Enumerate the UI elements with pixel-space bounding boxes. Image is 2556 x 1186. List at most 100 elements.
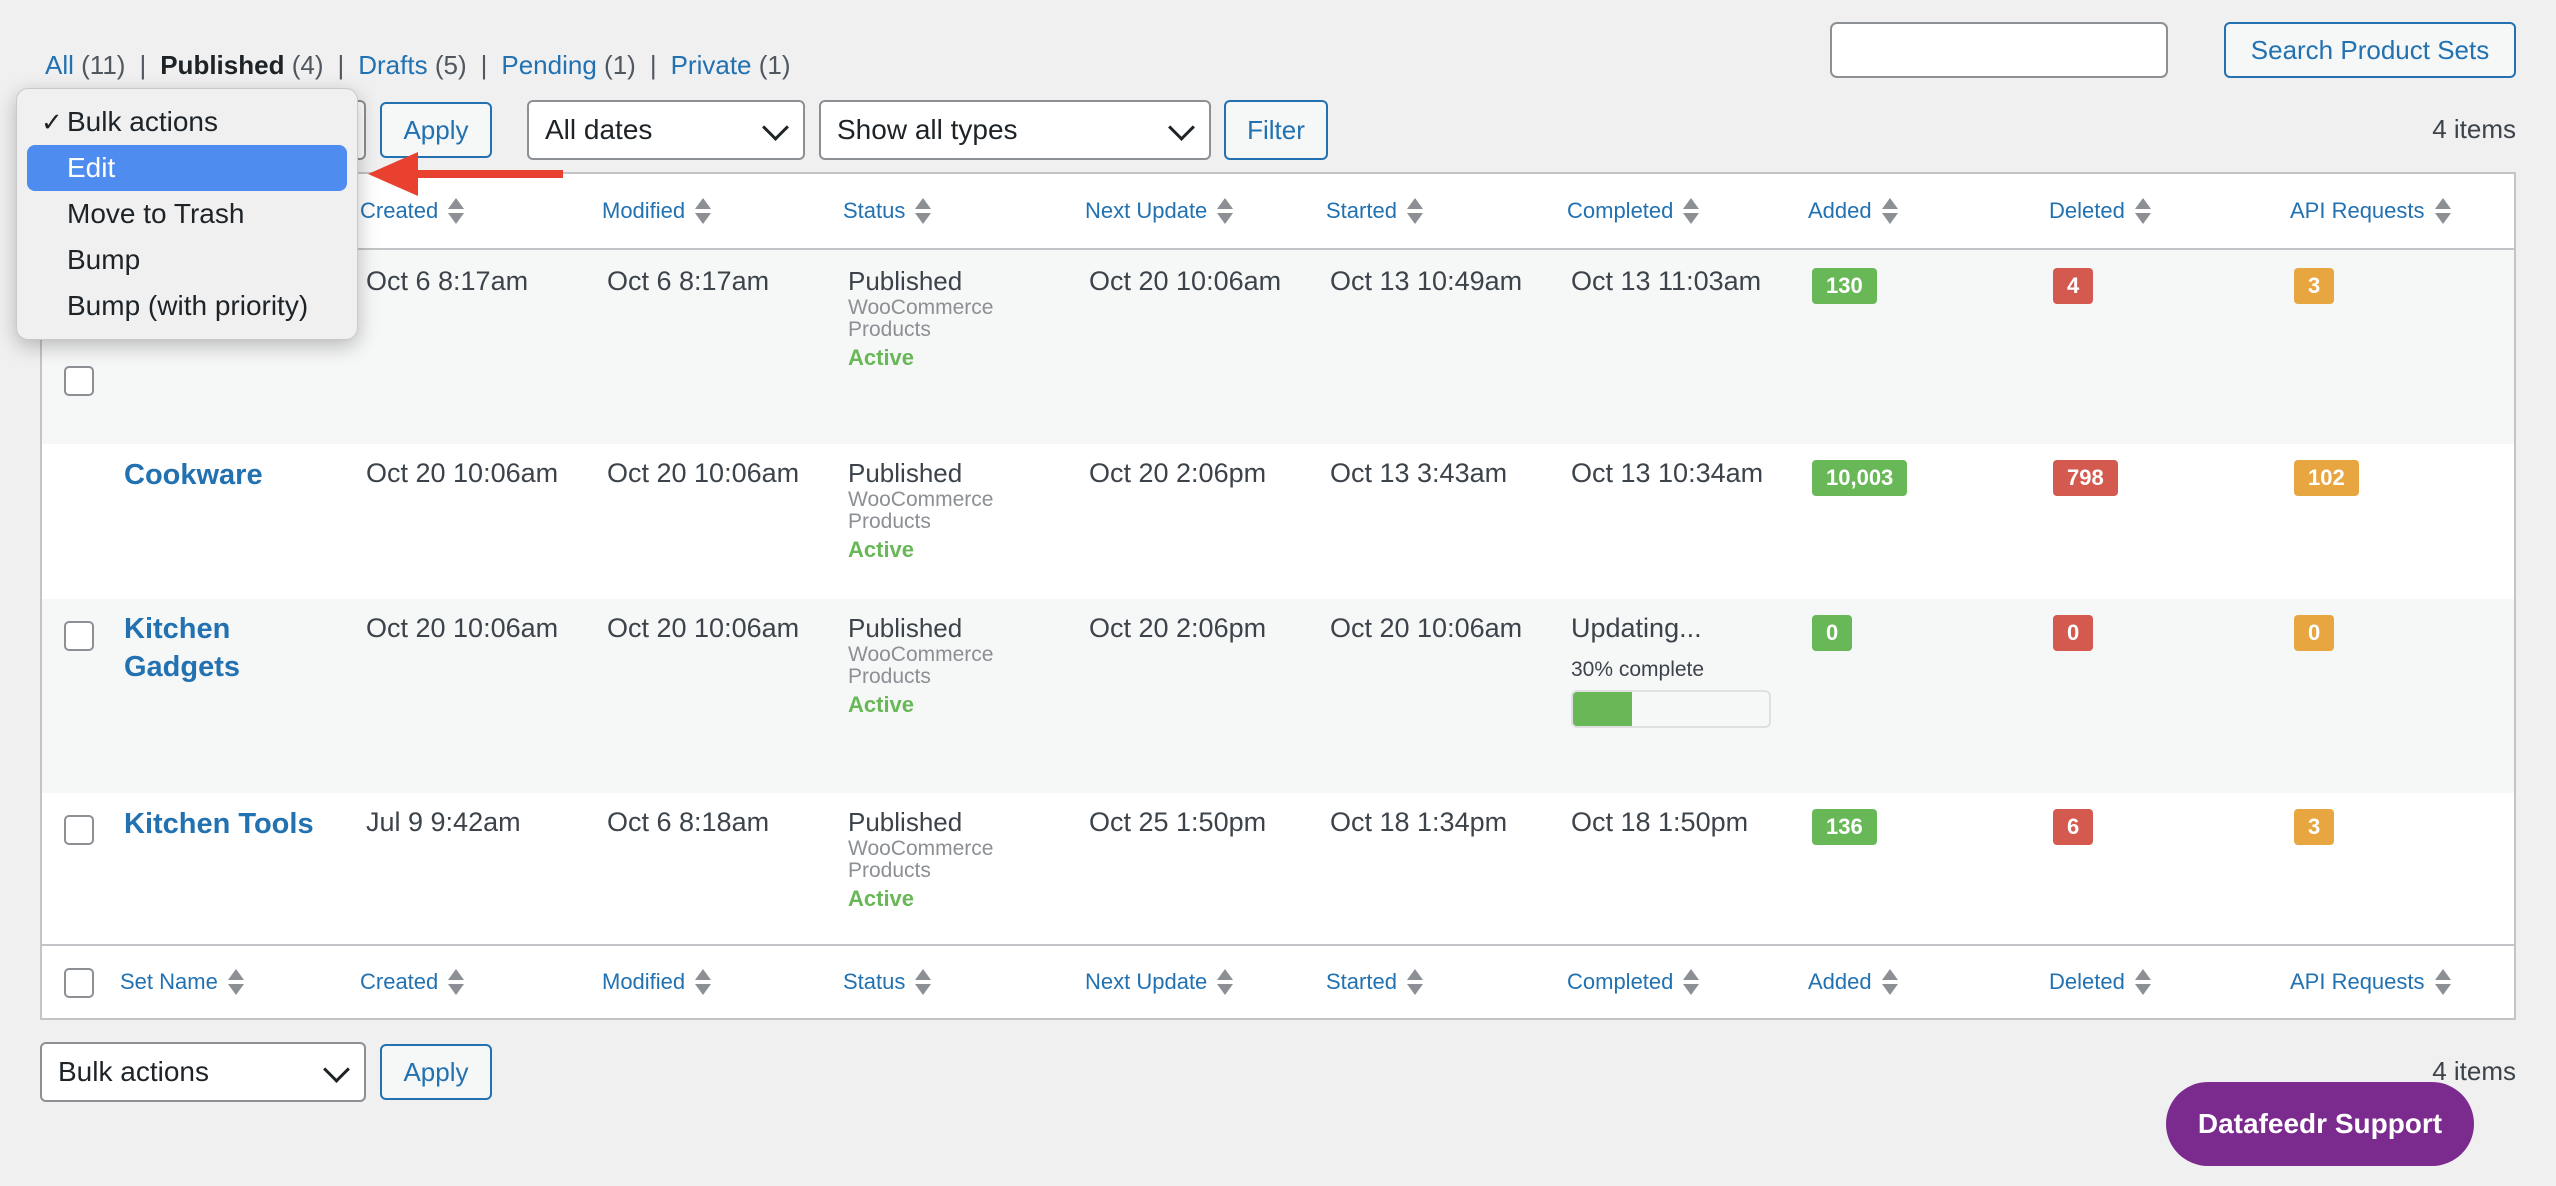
sort-icon — [1881, 196, 1898, 226]
api-requests-badge: 102 — [2294, 460, 2359, 496]
deleted-badge: 4 — [2053, 268, 2094, 304]
set-name-link[interactable]: Kitchen Tools — [124, 808, 314, 840]
created-cell: Jul 9 9:42am — [366, 807, 521, 837]
column-completed[interactable]: Completed — [1567, 946, 1700, 1018]
column-next-update[interactable]: Next Update — [1085, 174, 1234, 248]
filter-published[interactable]: Published — [160, 50, 284, 80]
menu-item-move-to-trash[interactable]: Move to Trash — [27, 191, 347, 237]
chevron-down-icon — [323, 1056, 350, 1083]
column-status[interactable]: Status — [843, 946, 932, 1018]
filter-pending-count: (1) — [604, 50, 636, 80]
sort-icon — [2134, 967, 2151, 997]
sort-icon — [2134, 196, 2151, 226]
menu-item-label: Move to Trash — [67, 198, 245, 229]
column-set-name[interactable]: Set Name — [120, 946, 244, 1018]
red-arrow-icon — [368, 152, 563, 196]
items-count-bottom: 4 items — [2432, 1056, 2516, 1086]
datafeedr-support-button[interactable]: Datafeedr Support — [2166, 1082, 2474, 1166]
column-completed[interactable]: Completed — [1567, 174, 1700, 248]
column-deleted[interactable]: Deleted — [2049, 946, 2151, 1018]
completed-cell: Oct 13 11:03am — [1571, 266, 1762, 296]
search-product-sets-button[interactable]: Search Product Sets — [2224, 22, 2516, 78]
filter-all[interactable]: All (11) — [45, 50, 125, 80]
modified-cell: Oct 20 10:06am — [607, 613, 800, 643]
column-started[interactable]: Started — [1326, 946, 1423, 1018]
apply-button-bottom[interactable]: Apply — [380, 1044, 492, 1100]
bulk-actions-select-bottom[interactable]: Bulk actions — [40, 1042, 366, 1102]
bulk-actions-value: Bulk actions — [58, 1056, 209, 1087]
dates-select-value: All dates — [545, 114, 653, 145]
filter-all-count: (11) — [81, 50, 126, 80]
chevron-down-icon — [1168, 114, 1195, 141]
column-modified[interactable]: Modified — [602, 946, 712, 1018]
separator: | — [139, 50, 147, 80]
filter-button[interactable]: Filter — [1224, 100, 1328, 160]
filter-drafts[interactable]: Drafts (5) — [358, 50, 466, 80]
api-requests-badge: 3 — [2294, 809, 2335, 845]
bulk-actions-menu: ✓ Bulk actions Edit Move to Trash Bump B… — [16, 88, 358, 340]
created-cell: Oct 20 10:06am — [366, 458, 559, 488]
column-added[interactable]: Added — [1808, 174, 1898, 248]
sort-icon — [448, 196, 465, 226]
status-cell: Published WooCommerce Products Active — [848, 266, 993, 371]
filter-pending[interactable]: Pending (1) — [501, 50, 635, 80]
started-cell: Oct 13 3:43am — [1330, 458, 1508, 488]
sort-icon — [2434, 967, 2451, 997]
menu-item-bump[interactable]: Bump — [27, 237, 347, 283]
column-api-requests[interactable]: API Requests — [2290, 946, 2451, 1018]
column-modified[interactable]: Modified — [602, 174, 712, 248]
column-created-label: Created — [360, 969, 439, 994]
filter-published-count: (4) — [291, 50, 324, 80]
status-label: Published — [848, 458, 963, 488]
sort-icon — [695, 967, 712, 997]
column-next-update[interactable]: Next Update — [1085, 946, 1234, 1018]
select-all-checkbox[interactable] — [64, 968, 94, 998]
menu-item-edit[interactable]: Edit — [27, 145, 347, 191]
sort-icon — [1683, 196, 1700, 226]
checkmark-icon: ✓ — [41, 106, 63, 137]
deleted-badge: 798 — [2053, 460, 2118, 496]
column-deleted[interactable]: Deleted — [2049, 174, 2151, 248]
row-checkbox[interactable] — [64, 815, 94, 845]
menu-item-label: Edit — [67, 152, 116, 183]
column-api-requests-label: API Requests — [2290, 198, 2425, 223]
column-added[interactable]: Added — [1808, 946, 1898, 1018]
separator: | — [337, 50, 345, 80]
sort-icon — [1683, 967, 1700, 997]
column-created-label: Created — [360, 198, 439, 223]
column-added-label: Added — [1808, 969, 1872, 994]
apply-button-top[interactable]: Apply — [380, 102, 492, 158]
menu-item-bulk-actions[interactable]: ✓ Bulk actions — [27, 99, 347, 145]
column-status-label: Status — [843, 969, 906, 994]
filter-private-count: (1) — [758, 50, 791, 80]
status-cell: Published WooCommerce Products Active — [848, 613, 993, 718]
sort-icon — [1406, 196, 1423, 226]
column-api-requests[interactable]: API Requests — [2290, 174, 2451, 248]
next-update-cell: Oct 20 10:06am — [1089, 266, 1282, 296]
column-created[interactable]: Created — [360, 174, 465, 248]
set-name-link[interactable]: Kitchen Gadgets — [124, 610, 240, 686]
dates-select[interactable]: All dates — [527, 100, 805, 160]
next-update-cell: Oct 25 1:50pm — [1089, 807, 1267, 837]
sort-icon — [1881, 967, 1898, 997]
status-active: Active — [848, 345, 915, 370]
status-active: Active — [848, 537, 915, 562]
status-type: Products — [848, 665, 931, 688]
row-checkbox[interactable] — [64, 366, 94, 396]
sort-icon — [695, 196, 712, 226]
filter-published-label: Published — [160, 50, 285, 80]
column-completed-label: Completed — [1567, 969, 1674, 994]
filter-private[interactable]: Private (1) — [671, 50, 791, 80]
filter-pending-label: Pending — [501, 50, 597, 80]
search-input[interactable] — [1830, 22, 2168, 78]
set-name-link[interactable]: Cookware — [124, 459, 263, 491]
types-select[interactable]: Show all types — [819, 100, 1211, 160]
column-started[interactable]: Started — [1326, 174, 1423, 248]
column-created[interactable]: Created — [360, 946, 465, 1018]
sort-icon — [448, 967, 465, 997]
column-modified-label: Modified — [602, 969, 686, 994]
status-active: Active — [848, 886, 915, 911]
menu-item-bump-priority[interactable]: Bump (with priority) — [27, 283, 347, 329]
row-checkbox[interactable] — [64, 621, 94, 651]
column-status[interactable]: Status — [843, 174, 932, 248]
